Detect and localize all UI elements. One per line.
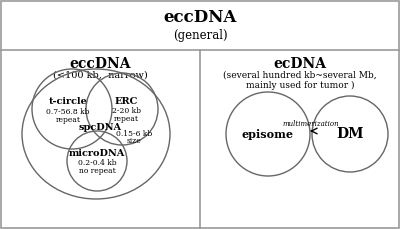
Text: ERC: ERC	[114, 96, 138, 106]
Text: (several hundred kb~several Mb,: (several hundred kb~several Mb,	[223, 71, 377, 79]
Text: size: size	[127, 137, 141, 145]
Text: (<100 kb,  narrow): (<100 kb, narrow)	[53, 71, 147, 79]
Text: 2-20 kb: 2-20 kb	[112, 107, 140, 115]
Text: repeat: repeat	[114, 115, 138, 123]
Text: t-circle: t-circle	[48, 96, 88, 106]
Text: eccDNA: eccDNA	[163, 9, 237, 27]
Text: spcDNA: spcDNA	[78, 123, 122, 133]
Text: ecDNA: ecDNA	[274, 57, 326, 71]
Text: eccDNA: eccDNA	[69, 57, 131, 71]
Text: mainly used for tumor ): mainly used for tumor )	[246, 80, 354, 90]
Text: (general): (general)	[173, 30, 227, 43]
Text: 0.15-6 kb: 0.15-6 kb	[116, 130, 152, 138]
Text: repeat: repeat	[56, 116, 80, 124]
Text: episome: episome	[242, 128, 294, 139]
Text: 0.7-56.8 kb: 0.7-56.8 kb	[46, 108, 90, 116]
Text: 0.2-0.4 kb: 0.2-0.4 kb	[78, 159, 116, 167]
Text: microDNA: microDNA	[69, 148, 125, 158]
Text: DM: DM	[336, 127, 364, 141]
Text: no repeat: no repeat	[79, 167, 115, 175]
Text: multimerization: multimerization	[283, 120, 339, 128]
